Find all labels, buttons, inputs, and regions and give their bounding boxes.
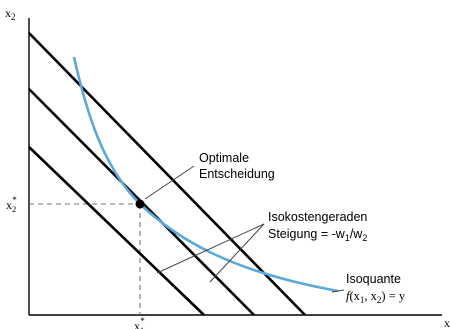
optimal-point [135,199,145,209]
isoquant-label: Isoquante [346,272,401,286]
isocost-leader-1 [156,223,265,274]
optimum-label-line1: Optimale [199,151,249,165]
isocost-line-low [28,146,205,316]
isocost-line-high [28,32,306,316]
isocost-leader-2 [209,223,265,283]
isocost-label-line1: Isokostengeraden [268,210,367,224]
x-axis-label: x [444,316,450,329]
isocost-label-line2: Steigung = -w1/w2 [268,227,367,243]
x2-star-tick-label: x2* [6,195,17,214]
y-axis-label: x2 [5,6,16,22]
isoquant-formula: f(x1, x2) = y [346,289,406,305]
optimum-label-line2: Entscheidung [199,167,275,181]
x1-star-tick-label: x1* [134,316,145,329]
isoquant-leader [331,289,345,293]
optimum-leader [144,165,195,200]
